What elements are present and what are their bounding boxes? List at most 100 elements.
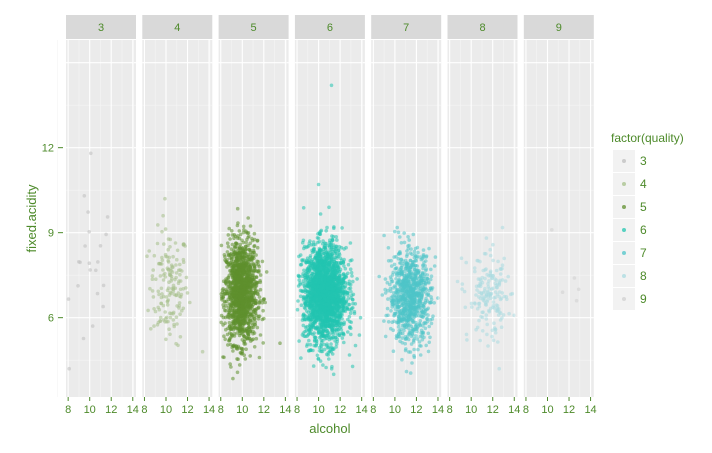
- data-point: [245, 336, 249, 341]
- data-point: [314, 256, 319, 261]
- data-point: [469, 301, 474, 306]
- x-tick-label: 8: [218, 404, 224, 416]
- data-point: [386, 320, 391, 324]
- data-point: [244, 297, 249, 301]
- data-point: [326, 311, 331, 315]
- data-point: [230, 321, 235, 326]
- data-point: [335, 308, 340, 313]
- data-point: [315, 261, 319, 266]
- data-point: [257, 355, 262, 360]
- data-point: [251, 293, 255, 298]
- data-point: [151, 295, 156, 299]
- data-point: [148, 286, 152, 291]
- data-point: [404, 347, 408, 351]
- data-point: [343, 309, 348, 314]
- data-point: [237, 267, 242, 272]
- data-point: [165, 303, 170, 307]
- data-point: [350, 274, 354, 278]
- data-point: [83, 244, 87, 248]
- data-point: [401, 317, 405, 322]
- data-point: [233, 268, 237, 273]
- data-point: [228, 237, 232, 241]
- data-point: [407, 275, 411, 280]
- data-point: [174, 315, 179, 320]
- data-point: [483, 276, 487, 281]
- data-point: [234, 314, 238, 319]
- data-point: [342, 264, 346, 268]
- data-point: [164, 315, 169, 320]
- data-point: [406, 309, 411, 314]
- data-point: [402, 231, 407, 235]
- data-point: [254, 275, 259, 280]
- data-point: [343, 266, 348, 271]
- facet-strip: [218, 15, 289, 39]
- data-point: [412, 255, 417, 260]
- data-point: [348, 267, 353, 272]
- data-point: [248, 329, 253, 333]
- data-point: [235, 370, 240, 375]
- data-point: [327, 290, 331, 295]
- data-point: [176, 343, 180, 348]
- data-point: [491, 258, 495, 263]
- data-point: [257, 268, 261, 273]
- data-point: [248, 248, 253, 253]
- data-point: [336, 248, 341, 252]
- data-point: [321, 285, 326, 289]
- data-point: [329, 327, 334, 331]
- data-point: [155, 241, 160, 246]
- data-point: [327, 305, 332, 310]
- data-point: [324, 229, 329, 233]
- data-point: [346, 330, 350, 334]
- data-point: [473, 302, 477, 306]
- data-point: [335, 339, 340, 344]
- data-point: [472, 266, 477, 270]
- data-point: [229, 296, 234, 301]
- data-point: [86, 210, 90, 214]
- data-point: [320, 256, 325, 261]
- x-tick-label: 10: [84, 404, 96, 416]
- data-point: [412, 355, 417, 360]
- facet-strip: [66, 15, 136, 39]
- data-point: [382, 233, 386, 238]
- data-point: [348, 319, 352, 324]
- data-point: [173, 241, 178, 245]
- data-point: [237, 229, 242, 233]
- data-point: [474, 293, 478, 297]
- facet-panel-3: 38 10 12 14: [57, 15, 139, 416]
- data-point: [317, 330, 322, 334]
- data-point: [411, 308, 415, 313]
- data-point: [423, 326, 428, 331]
- data-point: [418, 344, 422, 348]
- data-point: [500, 225, 505, 230]
- data-point: [258, 273, 263, 277]
- data-point: [503, 279, 508, 283]
- data-point: [321, 363, 325, 367]
- data-point: [228, 293, 232, 297]
- facet-strip-label: 4: [174, 22, 180, 34]
- data-point: [262, 297, 267, 301]
- x-tick-label: 14: [203, 404, 215, 416]
- data-point: [341, 331, 346, 336]
- data-point: [400, 289, 405, 293]
- data-point: [417, 340, 422, 344]
- data-point: [312, 331, 317, 335]
- data-point: [460, 282, 465, 286]
- data-point: [306, 327, 311, 332]
- data-point: [166, 247, 170, 252]
- data-point: [300, 318, 305, 322]
- data-point: [240, 246, 244, 250]
- data-point: [158, 274, 163, 278]
- data-point: [412, 268, 417, 272]
- data-point: [328, 276, 333, 281]
- data-point: [171, 254, 175, 259]
- facet-panel-7: 78 10 12 14: [362, 15, 444, 416]
- panel-background: [142, 40, 213, 397]
- data-point: [404, 313, 409, 318]
- data-point: [251, 325, 256, 330]
- data-point: [314, 275, 319, 279]
- data-point: [494, 303, 499, 307]
- data-point: [152, 324, 156, 328]
- data-point: [261, 308, 265, 313]
- data-point: [245, 254, 250, 259]
- facet-panel-6: 68 10 12 14: [285, 15, 368, 416]
